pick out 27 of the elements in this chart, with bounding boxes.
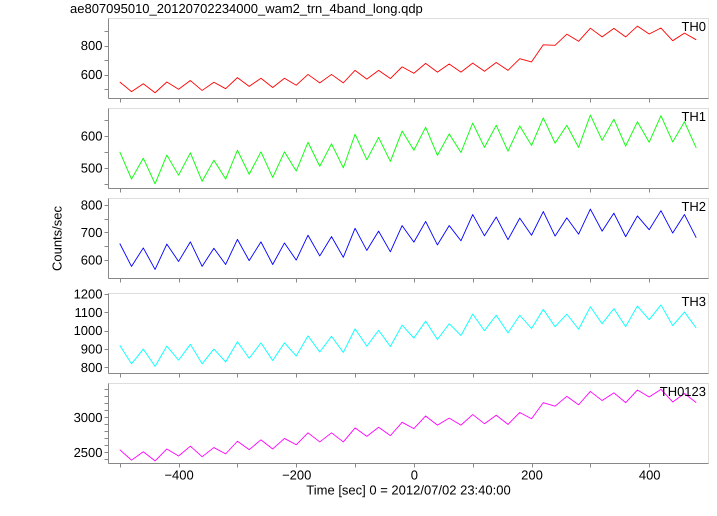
y-tick-label: 3000 xyxy=(74,410,102,425)
x-axis-title: Time [sec] 0 = 2012/07/02 23:40:00 xyxy=(306,482,511,498)
x-tick-label: −400 xyxy=(164,468,194,482)
x-tick-label: 0 xyxy=(410,468,418,482)
y-tick-label: 600 xyxy=(80,128,102,144)
series-label: TH3 xyxy=(681,294,706,309)
y-tick-label: 700 xyxy=(80,224,102,240)
series-label: TH1 xyxy=(681,109,706,124)
chart-title: ae807095010_20120702234000_wam2_trn_4band_long.qdp xyxy=(70,1,423,16)
y-tick-label: 500 xyxy=(80,160,102,176)
y-tick-label: 600 xyxy=(80,67,102,82)
y-axis-title: Counts/sec xyxy=(50,205,64,272)
y-tick-label: 2500 xyxy=(74,444,102,460)
y-tick-label: 1100 xyxy=(74,304,102,320)
x-tick-label: 200 xyxy=(521,468,543,482)
y-tick-label: 800 xyxy=(80,197,102,212)
x-tick-label: 400 xyxy=(638,468,661,482)
series-label: TH0 xyxy=(681,19,706,34)
y-tick-label: 800 xyxy=(80,38,102,54)
y-tick-label: 600 xyxy=(80,252,102,268)
x-tick-label: −200 xyxy=(282,468,312,482)
y-tick-label: 800 xyxy=(80,360,102,375)
series-label: TH2 xyxy=(681,199,706,214)
y-tick-label: 1000 xyxy=(74,323,102,338)
line-series xyxy=(119,304,697,367)
y-tick-label: 1200 xyxy=(74,286,102,302)
y-tick-label: 900 xyxy=(80,342,102,357)
